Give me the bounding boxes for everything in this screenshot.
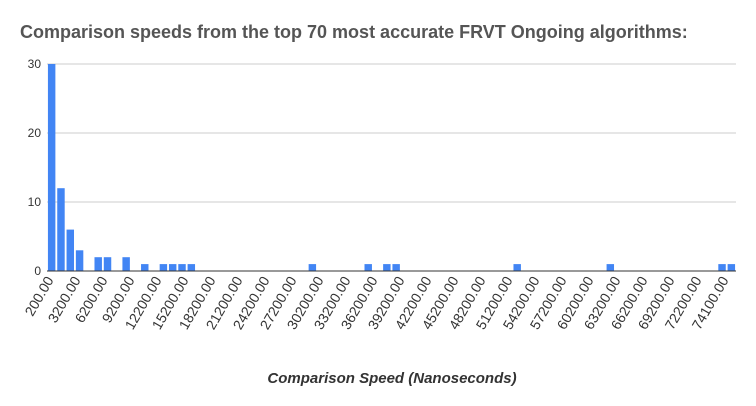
gridlines <box>47 63 736 203</box>
bar <box>94 257 102 271</box>
bar <box>178 264 186 271</box>
bar <box>718 264 726 271</box>
bar <box>66 229 75 271</box>
bar <box>727 264 736 271</box>
chart-title: Comparison speeds from the top 70 most a… <box>20 22 688 42</box>
bar <box>57 188 65 271</box>
bar <box>392 264 400 271</box>
bar <box>606 264 615 271</box>
bar <box>187 264 196 271</box>
y-tick-label: 10 <box>28 195 42 209</box>
bars <box>47 64 736 271</box>
bar <box>103 257 112 271</box>
x-axis-ticks: 200.003200.006200.009200.0012200.0015200… <box>21 273 731 332</box>
bar <box>122 257 130 271</box>
y-tick-label: 0 <box>34 264 41 278</box>
y-tick-label: 30 <box>28 57 42 71</box>
bar <box>168 264 177 271</box>
bar <box>141 264 149 271</box>
bar <box>308 264 317 271</box>
bar <box>383 264 391 271</box>
y-axis-ticks: 0 10 20 30 <box>28 57 42 278</box>
bar <box>75 250 84 271</box>
bar <box>47 64 56 271</box>
bar <box>364 264 372 271</box>
y-tick-label: 20 <box>28 126 42 140</box>
bar <box>513 264 521 271</box>
x-axis-title: Comparison Speed (Nanoseconds) <box>267 370 516 387</box>
bar <box>159 264 168 271</box>
